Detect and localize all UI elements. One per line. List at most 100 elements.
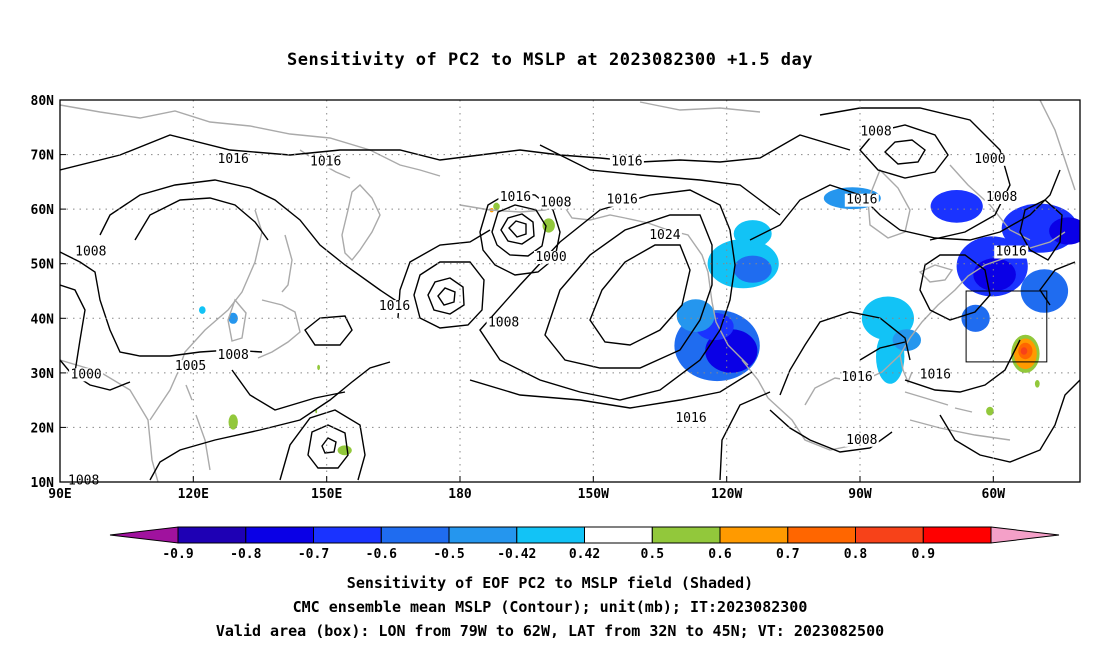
contour-atlantic-1008 [1019, 199, 1063, 261]
contour-label-bg [647, 229, 682, 243]
coast-florida [899, 354, 913, 384]
colorbar-segment [313, 526, 382, 544]
lat-label: 50N [31, 258, 55, 273]
contour-label: 1016 [675, 411, 706, 426]
valid-area-box [965, 290, 1048, 363]
plot-frame [59, 99, 1081, 483]
contour-pacific-high [149, 361, 391, 481]
contour-label-bg [498, 191, 533, 204]
sensitivity-patch [228, 414, 238, 430]
lon-label: 60W [982, 487, 1006, 502]
contour-1008-low [60, 284, 86, 373]
contour-label: 1016 [920, 367, 951, 382]
contour-low-6 [427, 277, 465, 315]
coast-alaska-north [639, 101, 761, 113]
contour-label: 1016 [607, 193, 638, 208]
contour-label-bg [216, 152, 251, 166]
contour-label: 1016 [611, 155, 642, 170]
contour-1016-inner [134, 197, 269, 241]
sensitivity-patch [542, 218, 555, 233]
contour-canada-inner [919, 254, 991, 321]
sensitivity-patch [1020, 347, 1028, 355]
sensitivity-patch [1034, 380, 1040, 388]
colorbar-segment [787, 526, 857, 544]
caption-line-1: Sensitivity of EOF PC2 to MSLP field (Sh… [346, 574, 754, 592]
colorbar-label: -0.8 [230, 547, 261, 562]
sensitivity-patch [733, 220, 772, 248]
sensitivity-patch [986, 406, 994, 416]
coast-korea [227, 298, 247, 342]
contour-label-bg [73, 245, 108, 259]
lat-label: 70N [31, 149, 55, 164]
lon-label: 150W [578, 487, 609, 502]
contour-label: 1008 [68, 474, 99, 489]
contour-label: 1016 [379, 299, 410, 314]
colorbar-label: 0.42 [569, 547, 600, 562]
colorbar-segment [922, 526, 992, 544]
contour-label-bg [674, 412, 708, 425]
colorbar-label: -0.7 [298, 547, 329, 562]
contour-us-1016 [779, 311, 911, 396]
coast-us-east [899, 231, 1066, 356]
sensitivity-patch [337, 445, 352, 456]
contour-low-2 [491, 204, 547, 257]
lat-label: 10N [31, 476, 55, 491]
contour-label-bg [377, 300, 412, 314]
contour-label: 1000 [535, 250, 566, 265]
coast-caribbean [909, 419, 1011, 441]
sensitivity-patch [1049, 217, 1080, 245]
sensitivity-patch [199, 306, 206, 314]
sensitivity-patch [228, 312, 238, 324]
contour-1016-siberia [99, 179, 411, 311]
lon-label: 150E [311, 487, 342, 502]
coast-great-lakes [918, 264, 954, 283]
coast-philippines [195, 414, 211, 471]
colorbar-segment [177, 526, 247, 544]
contour-east-pacific [719, 391, 771, 481]
colorbar-label: -0.9 [162, 547, 193, 562]
coast-japan [257, 299, 301, 359]
colorbar-segment [855, 526, 924, 544]
contour-label-layer: 1016 1016 1008 1016 1008 1005 1000 1008 1016 1008… [66, 125, 1029, 489]
colorbar-label: 0.9 [912, 547, 935, 562]
contour-arctic-low-3 [819, 107, 1011, 241]
colorbar-segment [380, 526, 450, 544]
coast-us-west [711, 301, 749, 366]
lat-label: 80N [31, 94, 55, 109]
contour-label: 1016 [846, 193, 877, 208]
contour-label: 1024 [649, 228, 680, 243]
contour-high-1024-outer [479, 189, 736, 401]
contour-label: 1016 [500, 190, 531, 205]
contour-label: 1008 [986, 190, 1017, 205]
contour-aleutian-trough [397, 229, 491, 319]
lat-label: 30N [31, 367, 55, 382]
colorbar-segment [109, 526, 179, 544]
contour-1016-north [60, 134, 851, 171]
contour-canada-1016 [749, 169, 1061, 241]
coast-mexico [767, 397, 856, 451]
contour-tropical-low [307, 424, 349, 469]
colorbar-label: -0.5 [433, 547, 464, 562]
contour-label-bg [538, 196, 573, 210]
colorbar-segment [990, 526, 1060, 544]
coast-cuba [904, 391, 949, 406]
coast-sakhalin [281, 234, 293, 293]
sensitivity-patch [861, 296, 915, 341]
coast-taiwan [185, 384, 193, 401]
contour-low-5 [413, 261, 485, 329]
contour-us-1016-b [859, 341, 906, 361]
contour-north-pacific-arc [539, 144, 781, 216]
axis-ticks [60, 99, 994, 482]
colorbar-segment [719, 526, 789, 544]
contour-1000-low [60, 359, 131, 391]
map-title: Sensitivity of PC2 to MSLP at 2023082300… [286, 50, 813, 70]
lon-label: 120E [178, 487, 209, 502]
gridlines [60, 100, 1080, 482]
contour-low-3 [500, 213, 535, 245]
contour-arctic-low-2 [883, 139, 926, 165]
lon-label: 120W [711, 487, 742, 502]
contour-label-bg [984, 191, 1019, 204]
contour-1008-asia [60, 251, 263, 357]
contour-label-bg [173, 360, 208, 374]
